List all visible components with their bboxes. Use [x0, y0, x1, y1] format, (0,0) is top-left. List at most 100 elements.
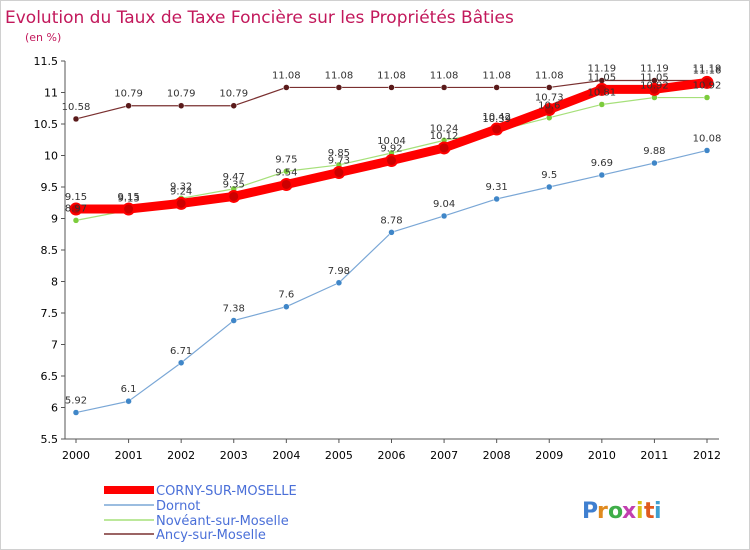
data-label: 9.54 — [275, 167, 297, 178]
data-label: 9.88 — [643, 146, 665, 157]
series-point — [546, 84, 553, 91]
series-point — [388, 84, 395, 91]
series-point — [283, 303, 290, 310]
data-label: 10.73 — [535, 93, 564, 104]
data-label: 9.32 — [170, 181, 192, 192]
data-label: 11.08 — [430, 70, 459, 81]
data-label: 11.19 — [640, 64, 669, 75]
series-point — [490, 122, 504, 136]
x-tick-label: 2011 — [640, 449, 668, 462]
series-point — [279, 177, 293, 191]
data-label: 10.58 — [62, 102, 91, 113]
series-point — [703, 147, 711, 154]
legend-label: Dornot — [156, 499, 200, 514]
logo-letter: x — [622, 499, 636, 524]
series-point — [440, 84, 448, 91]
data-label: 11.16 — [693, 65, 722, 76]
data-labels: 10.58 10.79 10.79 10.79 11.08 11.08 11.08 11.08… — [62, 64, 722, 407]
series-point — [283, 168, 290, 175]
x-tick-label: 2006 — [378, 449, 406, 462]
series-point — [647, 82, 661, 96]
data-label: 9.13 — [117, 193, 139, 204]
legend-label: Ancy-sur-Moselle — [156, 528, 266, 543]
data-label: 7.38 — [223, 304, 245, 315]
y-tick-label: 7.5 — [41, 307, 59, 320]
data-label: 10.12 — [430, 131, 459, 142]
data-label: 9.85 — [328, 148, 350, 159]
series-point — [388, 229, 395, 236]
x-tick-label: 2002 — [167, 449, 195, 462]
chart-subtitle: (en %) — [25, 31, 61, 44]
series-point — [227, 189, 241, 203]
y-tick-label: 10 — [44, 150, 58, 163]
series-point — [598, 171, 606, 179]
data-label: 9.5 — [541, 170, 557, 181]
data-label: 7.6 — [278, 290, 294, 301]
data-label: 10.79 — [114, 89, 143, 100]
series-point — [72, 217, 80, 224]
series-point — [177, 102, 185, 109]
data-label: 9.15 — [65, 192, 87, 203]
y-tick-label: 6.5 — [41, 370, 59, 383]
data-label: 10.42 — [482, 112, 511, 123]
data-label: 9.31 — [486, 182, 508, 193]
logo-letter: t — [644, 499, 655, 524]
series-point — [230, 102, 237, 109]
y-tick-label: 8.5 — [41, 244, 59, 257]
y-tick-label: 11.5 — [34, 55, 59, 68]
y-tick-label: 6 — [51, 402, 58, 415]
data-label: 10.39 — [482, 114, 511, 125]
series-point — [72, 115, 80, 123]
x-tick-label: 2007 — [430, 449, 458, 462]
series-point — [332, 166, 346, 180]
y-tick-label: 9 — [51, 213, 58, 226]
series-point — [703, 94, 711, 101]
series-point — [437, 141, 451, 155]
data-label: 9.04 — [433, 199, 455, 210]
data-label: 9.47 — [223, 172, 245, 183]
series-point — [122, 202, 136, 216]
series-point — [335, 84, 343, 91]
logo-letter: r — [597, 499, 608, 524]
series-point — [230, 317, 237, 324]
series-point — [651, 159, 658, 167]
x-tick-label: 2008 — [483, 449, 511, 462]
data-label: 9.92 — [380, 144, 402, 155]
series-point — [69, 202, 83, 216]
series-point — [174, 196, 188, 210]
data-label: 11.08 — [377, 70, 406, 81]
data-label: 6.1 — [121, 384, 137, 395]
logo-letter: P — [582, 499, 598, 524]
data-label: 11.05 — [588, 72, 617, 83]
series-point — [598, 101, 606, 108]
x-tick-label: 2003 — [220, 449, 248, 462]
series-point — [493, 195, 500, 203]
x-tick-label: 2000 — [62, 449, 90, 462]
series-point — [125, 397, 132, 405]
data-label: 10.92 — [640, 81, 669, 92]
legend-label: CORNY-SUR-MOSELLE — [156, 484, 297, 499]
x-tick-label: 2012 — [693, 449, 721, 462]
legend-label: Novéant-sur-Moselle — [156, 514, 289, 529]
data-label: 7.98 — [328, 266, 350, 277]
series-point — [700, 75, 714, 89]
data-label: 9.69 — [591, 158, 613, 169]
data-label: 9.15 — [117, 192, 139, 203]
data-label: 10.6 — [538, 101, 560, 112]
data-label: 11.08 — [325, 70, 354, 81]
x-tick-label: 2004 — [272, 449, 300, 462]
data-label: 5.92 — [65, 396, 87, 407]
data-label: 11.08 — [535, 70, 564, 81]
series-point — [125, 102, 132, 109]
y-tick-label: 7 — [51, 339, 58, 352]
data-label: 9.24 — [170, 186, 192, 197]
data-label: 10.79 — [167, 89, 196, 100]
series-point — [542, 103, 556, 117]
logo-letter: o — [608, 499, 623, 524]
proxiti-logo: Pr ox i t i — [582, 499, 662, 524]
y-tick-label: 5.5 — [41, 433, 59, 446]
series-point — [385, 154, 398, 168]
data-label: 9.75 — [275, 154, 297, 165]
